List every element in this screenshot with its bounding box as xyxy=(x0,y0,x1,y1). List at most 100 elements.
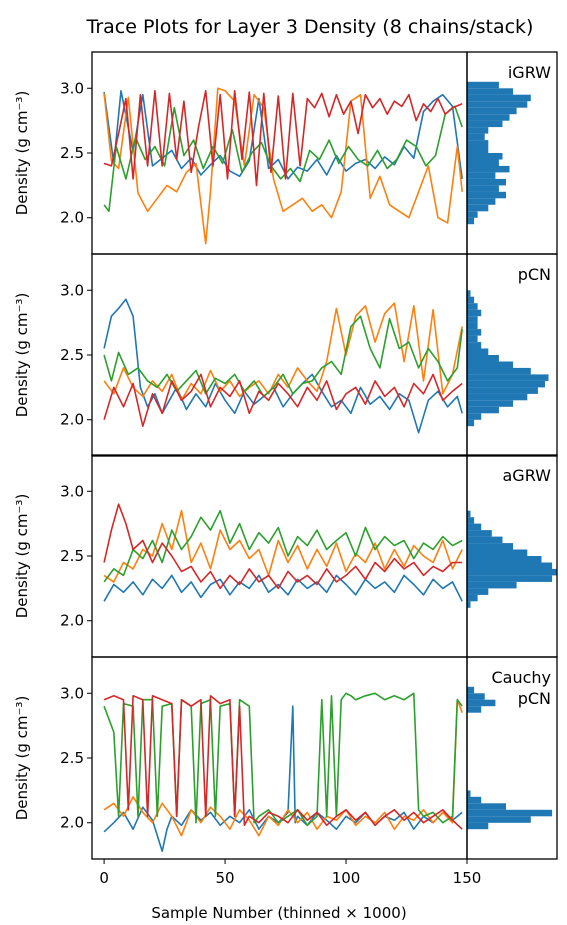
histogram-bar xyxy=(467,594,478,602)
y-axis-label: Density (g cm⁻³) xyxy=(13,91,31,216)
histogram-bar xyxy=(467,400,514,407)
trace-line-series-3 xyxy=(103,503,463,590)
histogram-bar xyxy=(467,361,514,368)
trace-axes-frame xyxy=(91,253,468,457)
histogram-bar xyxy=(467,816,531,823)
trace-line-series-1 xyxy=(103,302,463,402)
histogram-bar xyxy=(467,165,510,173)
histogram-bar xyxy=(467,94,531,102)
trace-line-series-0 xyxy=(103,90,463,180)
panel-2: 2.0 2.5 3.0 Density (g cm⁻³) aGRW xyxy=(13,454,558,658)
x-axis-label: Sample Number (thinned × 1000) xyxy=(151,904,406,922)
histogram-bar xyxy=(467,562,553,569)
histogram-bar xyxy=(467,322,478,330)
y-axis-label: Density (g cm⁻³) xyxy=(13,494,31,619)
histogram-bar xyxy=(467,88,514,95)
y-tick-label: 2.5 xyxy=(60,346,84,364)
trace-line-series-2 xyxy=(103,509,463,583)
y-tick-label: 3.0 xyxy=(60,482,84,500)
histogram-bar xyxy=(467,204,489,212)
histogram xyxy=(467,686,553,830)
histogram-bar xyxy=(467,355,499,362)
trace-line-series-2 xyxy=(103,692,463,827)
histogram-bar xyxy=(467,217,475,225)
histogram-bar xyxy=(467,374,549,381)
traces xyxy=(103,298,463,434)
histogram-bar xyxy=(467,191,506,199)
histogram-bar xyxy=(467,153,503,160)
histogram-bar xyxy=(467,367,531,375)
histogram-bar xyxy=(467,335,478,343)
histogram-bar xyxy=(467,198,496,205)
histogram-bar xyxy=(467,790,471,797)
y-tick-label: 2.0 xyxy=(60,209,84,227)
histogram-bar xyxy=(467,380,545,388)
histogram-bar xyxy=(467,120,503,128)
histogram-bar xyxy=(467,393,528,401)
histogram-bar xyxy=(467,342,482,349)
panel-1: 2.0 2.5 3.0 Density (g cm⁻³) pCN xyxy=(13,253,558,457)
histogram-bar xyxy=(467,101,528,108)
traces xyxy=(103,87,463,245)
panel-label: aGRW xyxy=(503,466,552,485)
panel-3: 2.0 2.5 3.0 Density (g cm⁻³) Cauchy pCN 0 50 100… xyxy=(13,656,558,887)
panels-group: 2.0 2.5 3.0 Density (g cm⁻³) iGRW 2.0 2.5 3.0 De… xyxy=(13,51,558,887)
panel-label: iGRW xyxy=(508,63,551,82)
trace-line-series-1 xyxy=(103,509,463,583)
histogram xyxy=(467,81,531,225)
histogram-bar xyxy=(467,588,489,595)
histogram-bar xyxy=(467,510,471,518)
x-tick-label: 0 xyxy=(99,869,109,887)
y-tick-label: 2.0 xyxy=(60,814,84,832)
trace-line-series-0 xyxy=(103,574,463,602)
y-tick-label: 3.0 xyxy=(60,79,84,97)
trace-line-series-0 xyxy=(103,705,463,853)
histogram-bar xyxy=(467,81,499,89)
histogram-bar xyxy=(467,413,482,420)
histogram-axes-frame xyxy=(466,656,558,860)
y-tick-label: 3.0 xyxy=(60,684,84,702)
histogram-bar xyxy=(467,211,478,218)
histogram-bar xyxy=(467,523,482,531)
histogram-bar xyxy=(467,699,496,707)
histogram-bar xyxy=(467,530,492,537)
traces xyxy=(103,692,463,853)
histogram-bar xyxy=(467,406,499,414)
trace-line-series-0 xyxy=(103,298,463,434)
histogram-bar xyxy=(467,309,482,317)
y-tick-label: 2.0 xyxy=(60,411,84,429)
histogram-bar xyxy=(467,107,517,115)
y-tick-label: 3.0 xyxy=(60,281,84,299)
y-axis-label: Density (g cm⁻³) xyxy=(13,696,31,821)
histogram-bar xyxy=(467,146,489,153)
trace-line-series-3 xyxy=(103,373,463,428)
histogram-bar xyxy=(467,686,475,694)
trace-axes-frame xyxy=(91,454,468,658)
histogram-bar xyxy=(467,290,471,297)
histogram-bar xyxy=(467,140,489,147)
y-axis-label: Density (g cm⁻³) xyxy=(13,293,31,418)
traces xyxy=(103,503,463,602)
histogram-bar xyxy=(467,601,471,608)
histogram-axes-frame xyxy=(466,253,558,457)
trace-line-series-2 xyxy=(103,315,463,398)
panel-0: 2.0 2.5 3.0 Density (g cm⁻³) iGRW xyxy=(13,51,558,255)
histogram-bar xyxy=(467,172,496,179)
histogram-bar xyxy=(467,706,482,713)
histogram-bar xyxy=(467,809,553,817)
histogram-bar xyxy=(467,159,499,166)
histogram xyxy=(467,290,549,427)
x-tick-label: 50 xyxy=(216,869,235,887)
figure-title: Trace Plots for Layer 3 Density (8 chain… xyxy=(86,16,534,38)
trace-line-series-2 xyxy=(103,105,463,213)
histogram-bar xyxy=(467,348,489,355)
histogram-bar xyxy=(467,556,542,563)
trace-line-series-3 xyxy=(103,90,463,187)
histogram-bar xyxy=(467,796,482,804)
trace-line-series-1 xyxy=(103,87,463,245)
trace-line-series-3 xyxy=(103,694,463,830)
y-tick-label: 2.5 xyxy=(60,547,84,565)
histogram-bar xyxy=(467,329,482,336)
histogram-bar xyxy=(467,517,475,524)
